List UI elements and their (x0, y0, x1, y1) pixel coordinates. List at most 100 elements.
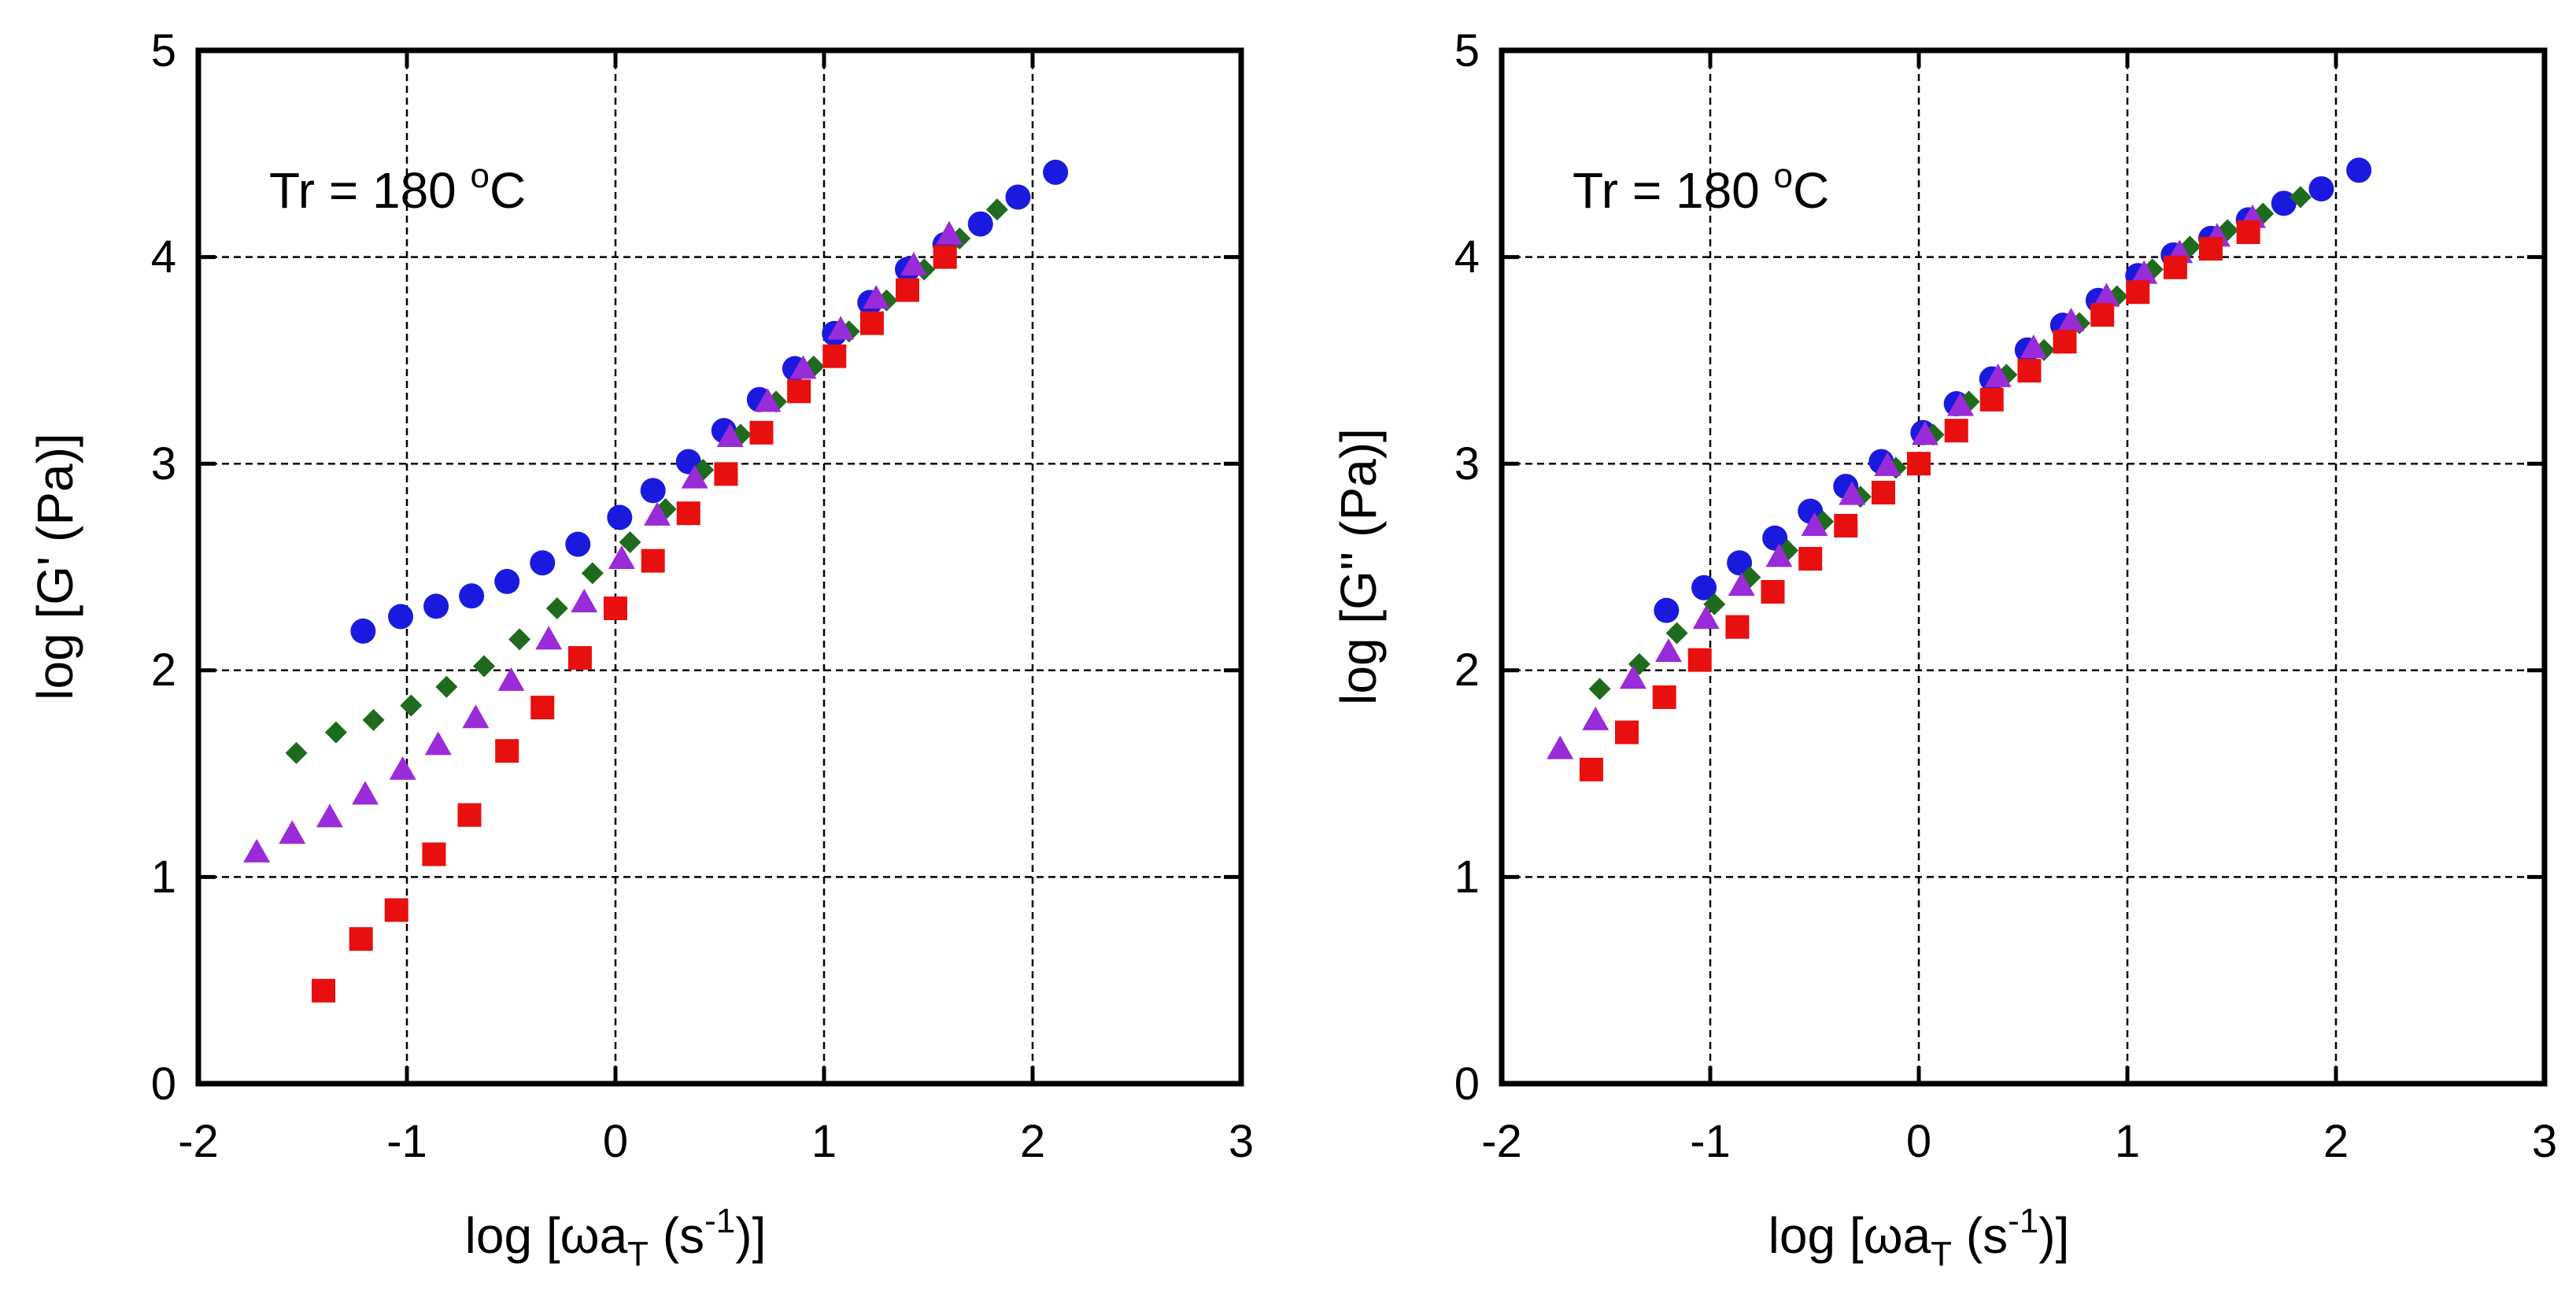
red-square-point (457, 803, 482, 827)
red-square-point (422, 842, 446, 866)
red-square-point (676, 501, 700, 526)
ytick-label: 4 (1454, 231, 1480, 283)
red-square-point (2199, 237, 2223, 261)
green-diamond-point (581, 562, 604, 585)
purple-triangle-point (644, 501, 671, 526)
blue-circle-point (1043, 159, 1069, 185)
xtick-label: 1 (2115, 1116, 2140, 1167)
purple-triangle-point (1984, 363, 2012, 387)
purple-triangle-point (1801, 512, 1828, 536)
red-square-point (2163, 255, 2187, 279)
red-square-point (787, 379, 811, 404)
purple-triangle-point (497, 667, 525, 691)
blue-circle-point (388, 604, 414, 630)
purple-triangle-point (1947, 392, 1974, 416)
red-square-point (2236, 220, 2260, 245)
ytick-label: 2 (1454, 645, 1480, 696)
purple-triangle-point (279, 820, 306, 844)
ytick-label: 3 (151, 438, 176, 489)
red-square-point (859, 311, 884, 335)
red-square-point (2053, 330, 2077, 354)
annotation-label: Tr = 180 oC (1573, 157, 1829, 219)
blue-circle-point (607, 504, 633, 530)
xtick-label: -1 (386, 1116, 427, 1167)
green-diamond-point (619, 530, 641, 553)
red-square-point (714, 462, 738, 486)
blue-circle-point (967, 211, 993, 237)
purple-triangle-point (1547, 735, 1574, 759)
red-square-point (933, 245, 957, 269)
green-diamond-point (285, 741, 308, 764)
purple-triangle-point (352, 781, 379, 805)
blue-circle-point (530, 550, 556, 576)
green-diamond-point (2216, 219, 2239, 242)
purple-triangle-point (243, 838, 271, 863)
green-diamond-point (362, 708, 385, 731)
green-diamond-point (508, 628, 531, 651)
purple-triangle-point (535, 626, 563, 650)
blue-circle-point (1654, 597, 1680, 623)
x-axis-label: log [ωaT (s-1)] (465, 1202, 767, 1273)
red-square-point (384, 898, 408, 922)
purple-triangle-point (1765, 543, 1793, 567)
green-diamond-point (1588, 678, 1611, 700)
red-square-point (641, 549, 665, 573)
ytick-label: 0 (1454, 1058, 1480, 1110)
xtick-label: -1 (1690, 1116, 1731, 1167)
ytick-label: 3 (1454, 438, 1480, 489)
ytick-label: 2 (151, 645, 176, 696)
purple-triangle-point (1874, 452, 1902, 476)
blue-circle-point (423, 593, 449, 619)
red-square-point (1579, 757, 1603, 781)
red-square-point (312, 978, 335, 1003)
red-square-point (604, 597, 627, 621)
red-square-point (749, 420, 774, 445)
ytick-label: 0 (151, 1058, 176, 1110)
purple-triangle-point (424, 731, 452, 755)
chart-right: -2 -1 0 1 2 3 0 1 2 3 4 5 Tr = 180 oC lo… (1330, 25, 2557, 1273)
red-square-point (495, 739, 519, 763)
green-diamond-point (1665, 622, 1688, 645)
red-square-point (896, 278, 919, 302)
green-diamond-point (913, 258, 936, 281)
blue-circle-point (565, 531, 591, 557)
red-square-point (2090, 303, 2115, 327)
purple-triangle-point (936, 220, 963, 245)
xtick-label: 1 (811, 1116, 837, 1167)
red-square-point (1834, 513, 1858, 538)
ytick-label: 5 (151, 25, 176, 76)
blue-circle-point (1691, 574, 1717, 600)
red-square-point (1979, 387, 2004, 412)
purple-triangle-point (716, 423, 744, 448)
blue-circle-point (2346, 157, 2372, 183)
data-points (1547, 157, 2372, 781)
red-square-point (822, 344, 847, 368)
blue-circle-point (1005, 184, 1031, 210)
green-diamond-point (985, 198, 1008, 221)
purple-triangle-point (1911, 421, 1938, 445)
green-diamond-point (1703, 593, 1726, 615)
purple-triangle-point (1692, 605, 1720, 630)
y-axis-label: log [G'' (Pa)] (1330, 428, 1387, 705)
green-diamond-point (324, 721, 347, 744)
green-diamond-point (473, 655, 496, 678)
green-diamond-point (730, 423, 752, 446)
green-diamond-point (2289, 186, 2312, 209)
blue-circle-point (1762, 525, 1788, 551)
xtick-label: 2 (2323, 1116, 2349, 1167)
purple-triangle-point (462, 704, 490, 729)
ytick-label: 5 (1454, 25, 1480, 76)
blue-circle-point (1727, 550, 1753, 576)
green-diamond-point (1628, 652, 1650, 675)
xtick-label: 2 (1020, 1116, 1045, 1167)
red-square-point (349, 927, 373, 951)
xtick-label: -2 (1481, 1116, 1522, 1167)
red-square-point (1761, 580, 1785, 604)
annotation-label: Tr = 180 oC (269, 157, 526, 219)
data-points (243, 159, 1069, 1003)
xtick-label: 3 (1229, 1116, 1254, 1167)
purple-triangle-point (608, 545, 635, 569)
x-axis-label: log [ωaT (s-1)] (1768, 1202, 2070, 1273)
purple-triangle-point (316, 804, 343, 828)
